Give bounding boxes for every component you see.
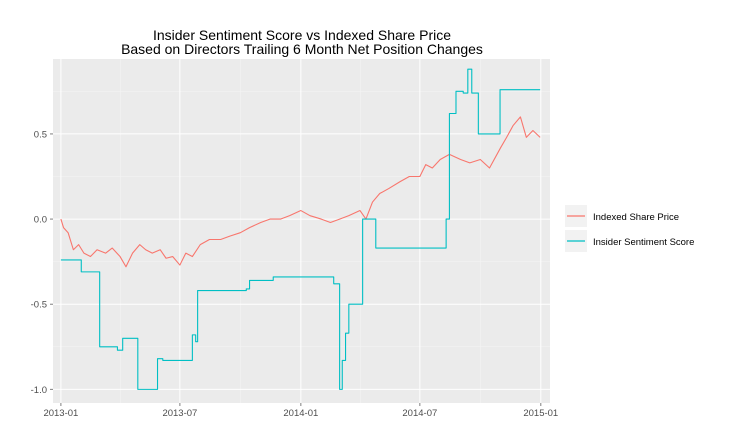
series-line-insider-sentiment-score (60, 68, 541, 390)
x-axis: 2013-01 2013-07 2014-01 2014-07 2015-01 (43, 403, 558, 419)
grid-major (53, 59, 550, 403)
legend: Indexed Share Price Insider Sentiment Sc… (565, 205, 694, 252)
x-tick-label: 2014-01 (283, 408, 318, 419)
y-tick-label: -0.5 (31, 300, 47, 311)
series-line-indexed-share-price (60, 116, 541, 268)
series-layer (60, 68, 541, 390)
chart-subtitle: Based on Directors Trailing 6 Month Net … (121, 41, 483, 57)
x-tick-label: 2013-07 (162, 408, 197, 419)
legend-label-sentiment: Insider Sentiment Score (593, 237, 694, 248)
y-tick-label: 0.0 (34, 215, 47, 226)
y-tick-label: 0.5 (34, 129, 47, 140)
y-tick-label: -1.0 (31, 385, 47, 396)
x-tick-label: 2015-01 (523, 408, 558, 419)
grid-minor (53, 59, 550, 403)
y-axis: 0.5 0.0 -0.5 -1.0 (31, 129, 53, 396)
chart-title: Insider Sentiment Score vs Indexed Share… (153, 27, 451, 43)
plot-panel (53, 59, 550, 403)
x-tick-label: 2014-07 (402, 408, 437, 419)
legend-label-share-price: Indexed Share Price (593, 212, 679, 223)
x-tick-label: 2013-01 (43, 408, 78, 419)
